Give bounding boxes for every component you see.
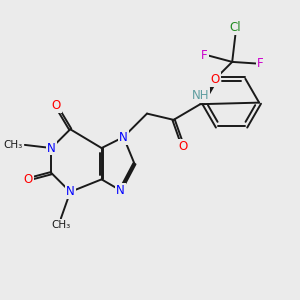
Text: CH₃: CH₃ [4, 140, 23, 150]
Text: Cl: Cl [230, 21, 241, 34]
Text: O: O [178, 140, 188, 153]
Text: O: O [52, 99, 61, 112]
Text: N: N [47, 142, 56, 154]
Text: N: N [119, 130, 128, 144]
Text: O: O [210, 73, 220, 85]
Text: NH: NH [191, 89, 209, 102]
Text: F: F [201, 49, 208, 62]
Text: O: O [23, 173, 33, 186]
Text: CH₃: CH₃ [51, 220, 70, 230]
Text: N: N [66, 185, 75, 198]
Text: N: N [116, 184, 125, 197]
Text: F: F [257, 57, 263, 70]
